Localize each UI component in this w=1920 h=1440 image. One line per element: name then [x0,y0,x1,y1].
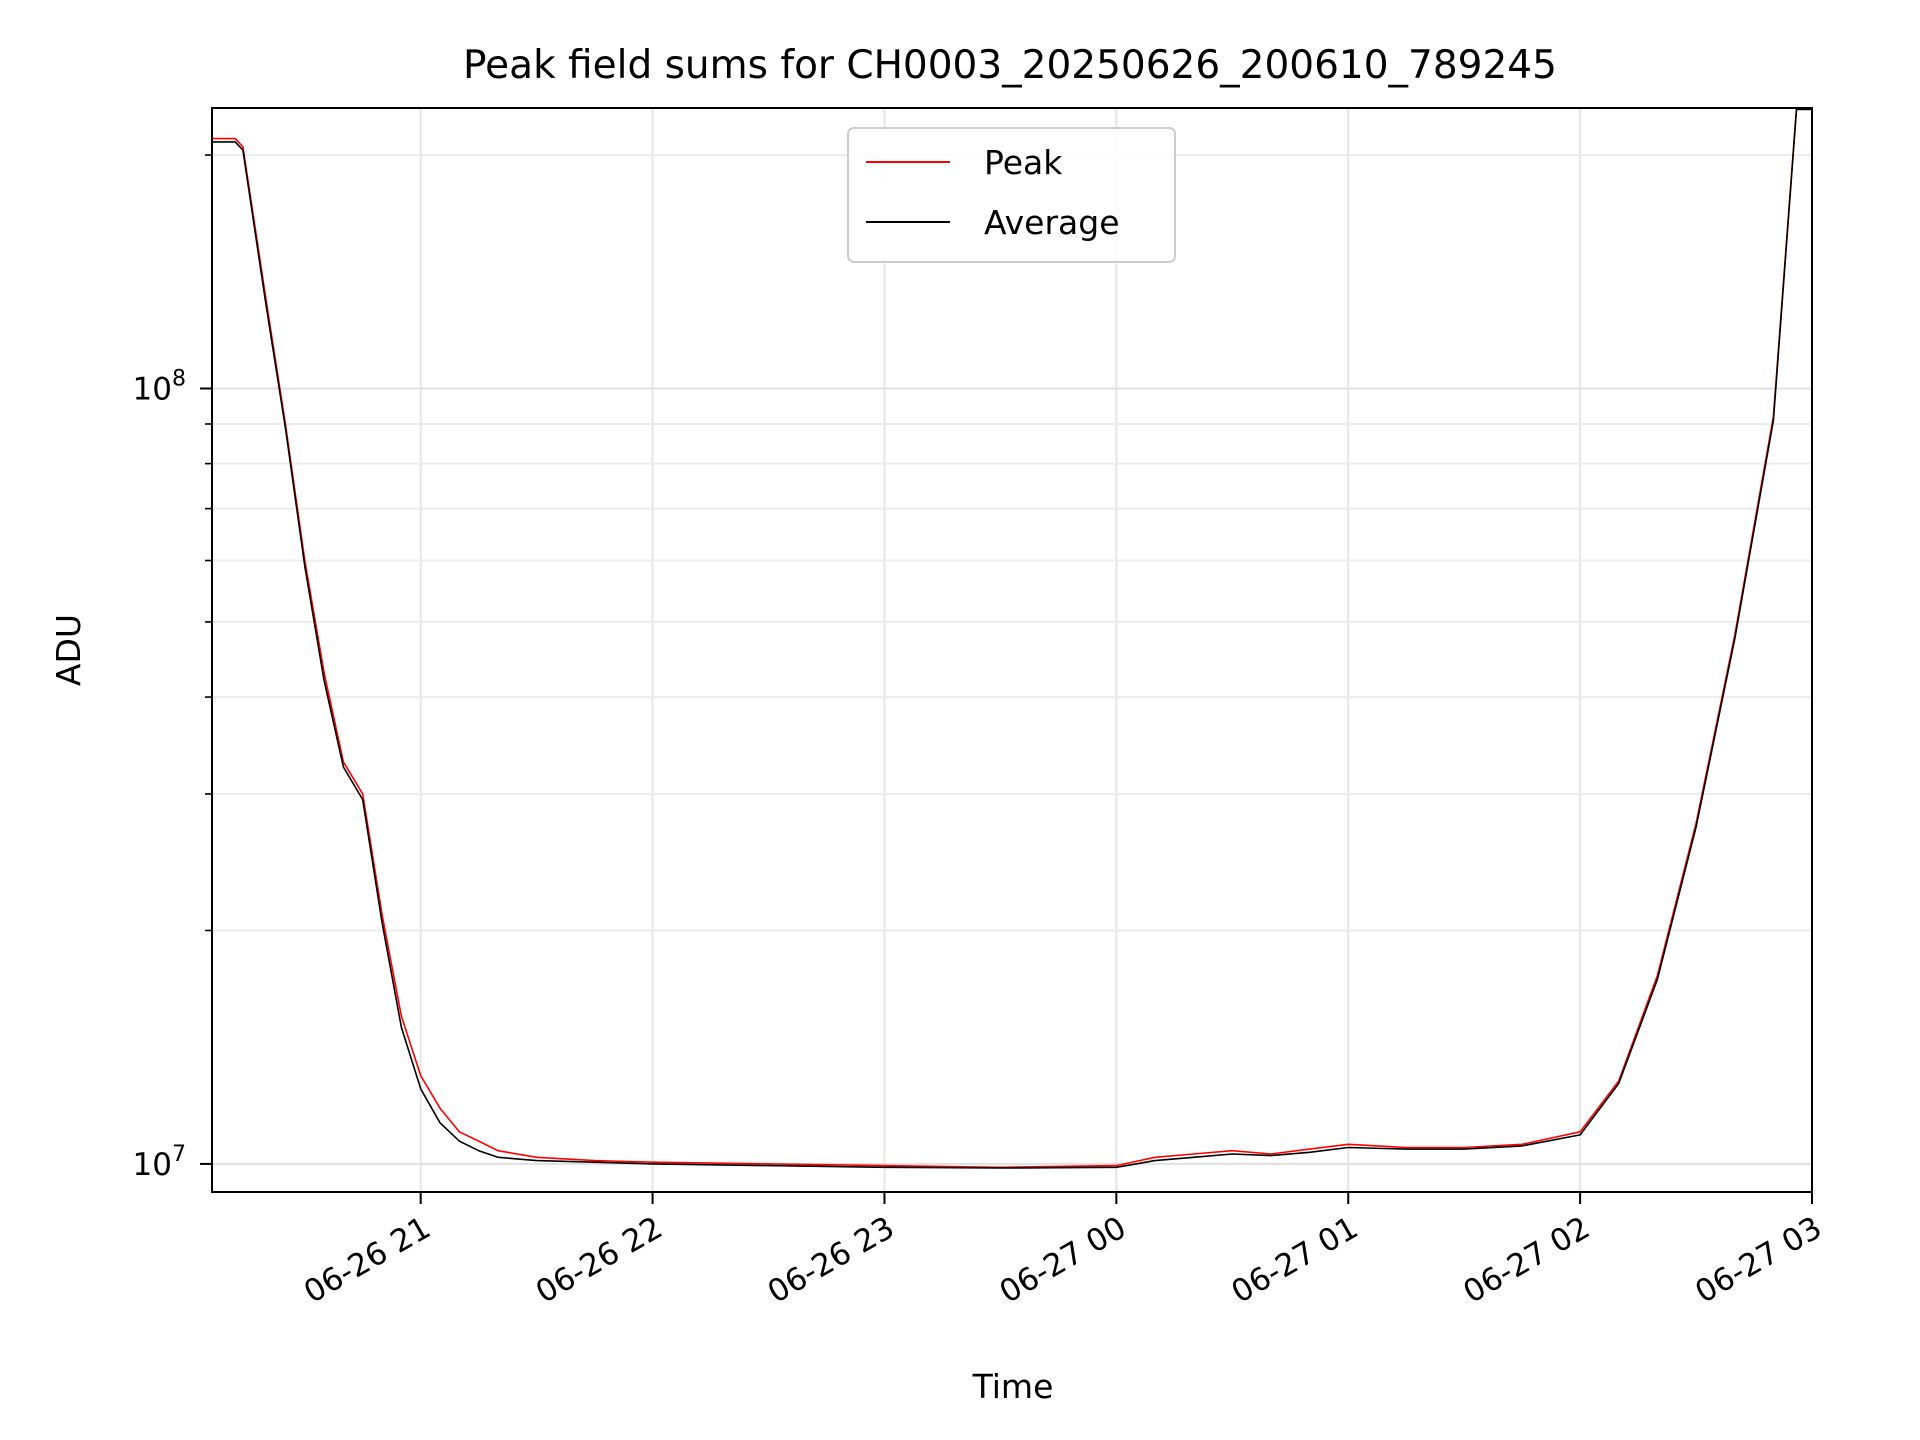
plot-frame [211,107,1813,1193]
plot-series [212,107,1812,1169]
x-tick-label: 06-27 03 [1689,1210,1828,1311]
legend-label-average: Average [984,203,1120,242]
y-axis-label: ADU [49,614,88,686]
x-tick-label: 06-27 00 [994,1210,1133,1311]
x-tick-label: 06-26 22 [530,1210,669,1311]
y-tick-label: 107 [133,1142,186,1183]
series-line-peak [212,107,1812,1169]
series-line-average [212,108,1812,1169]
grid [212,108,1813,1192]
y-tick-label: 108 [133,366,186,407]
axis-ticks: 06-26 21 06-26 22 06-26 23 06-27 00 06-27 01… [133,154,1828,1311]
x-tick-label: 06-27 02 [1457,1210,1596,1311]
x-axis-label: Time [972,1367,1054,1406]
x-tick-label: 06-26 21 [298,1210,437,1311]
legend: Peak Average [847,127,1176,263]
x-tick-label: 06-26 23 [762,1210,901,1311]
x-tick-label: 06-27 01 [1226,1210,1365,1311]
chart-title: Peak field sums for CH0003_20250626_2006… [463,43,1557,88]
legend-label-peak: Peak [984,143,1063,182]
